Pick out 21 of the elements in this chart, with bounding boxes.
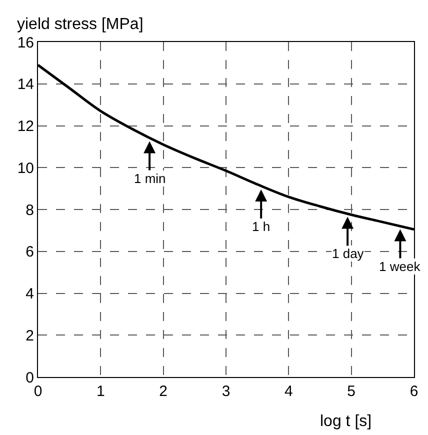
annotation: 1 min <box>134 171 166 186</box>
y-tick-label: 2 <box>26 327 34 344</box>
y-tick-label: 14 <box>17 76 34 94</box>
y-tick-label: 12 <box>17 118 34 135</box>
y-tick-label: 16 <box>17 34 34 52</box>
x-tick-label: 4 <box>284 383 293 400</box>
x-tick-label: 5 <box>347 383 356 400</box>
x-axis-title: log t [s] <box>320 413 372 430</box>
x-tick-label: 6 <box>410 383 418 400</box>
y-tick-label: 4 <box>26 286 34 302</box>
y-tick-label: 6 <box>26 244 34 261</box>
y-tick-label: 0 <box>26 369 34 386</box>
x-tick-label: 1 <box>96 383 105 400</box>
y-tick-label: 10 <box>17 160 34 177</box>
annotation: 1 h <box>252 219 270 234</box>
y-axis-title: yield stress [MPa] <box>17 16 144 33</box>
annotation: 1 day <box>332 246 364 261</box>
y-tick-label: 8 <box>26 202 34 219</box>
annotation: 1 week <box>379 259 421 274</box>
x-tick-label: 3 <box>222 383 230 400</box>
x-tick-label: 2 <box>159 383 168 400</box>
